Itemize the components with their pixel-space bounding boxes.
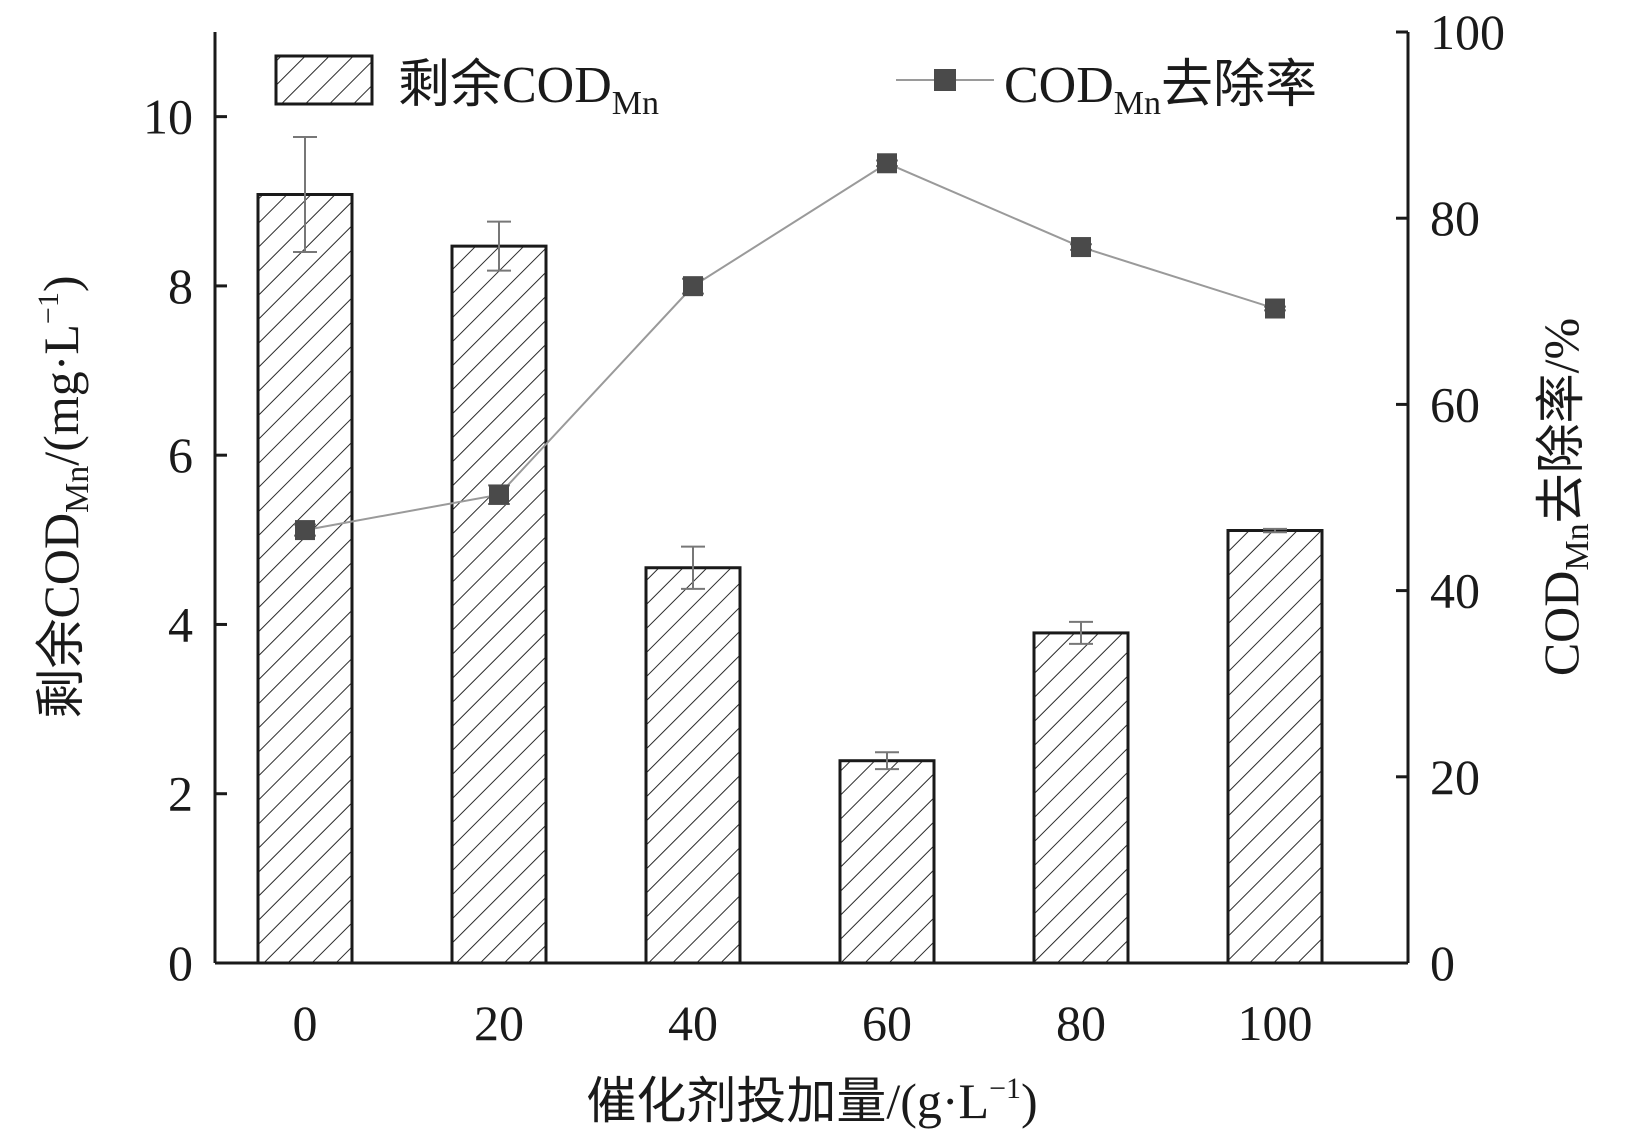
legend-bar-label: 剩余CODMn [398, 57, 659, 122]
y-left-title-mid: /(mg·L [33, 324, 89, 466]
bar [450, 244, 548, 965]
data-point-marker [489, 484, 509, 505]
y-right-title-sub: Mn [1559, 523, 1596, 570]
x-title-sup: −1 [989, 1072, 1021, 1105]
y-right-tick-label: 40 [1430, 563, 1480, 619]
legend-item-bar: 剩余CODMn [274, 54, 659, 122]
x-tick-label: 40 [668, 995, 718, 1051]
x-axis-title: 催化剂投加量/(g·L−1) [586, 1072, 1037, 1129]
y-left-title-sub: Mn [59, 466, 96, 513]
x-title-suffix: ) [1021, 1073, 1038, 1129]
x-title-prefix: 催化剂投加量/(g·L [586, 1073, 989, 1129]
legend-bar-sub: Mn [612, 85, 659, 122]
y-left-tick-label: 10 [143, 89, 193, 145]
y-left-tick-label: 2 [168, 766, 193, 822]
legend-line-suffix: 去除率 [1161, 57, 1317, 114]
data-point-marker [683, 276, 703, 297]
y-right-tick-label: 20 [1430, 749, 1480, 805]
y-right-title-prefix: COD [1533, 571, 1589, 677]
x-tick-label: 80 [1056, 995, 1106, 1051]
bar [1032, 631, 1130, 965]
x-tick-label: 60 [862, 995, 912, 1051]
legend-bar-name: 剩余COD [398, 57, 612, 114]
y-left-title-sup: −1 [32, 292, 65, 324]
legend-line-sub: Mn [1114, 85, 1161, 122]
bar [644, 566, 742, 965]
bars-layer [256, 135, 1324, 965]
data-point-marker [1265, 298, 1285, 319]
y-left-axis-title: 剩余CODMn/(mg·L−1) [32, 275, 96, 718]
legend-line-marker [934, 69, 956, 91]
y-right-axis-title: CODMn去除率/% [1533, 318, 1596, 676]
y-right-ticks: 0 20 40 60 80 100 [1396, 4, 1505, 991]
y-left-tick-label: 8 [168, 258, 193, 314]
y-right-tick-label: 60 [1430, 376, 1480, 432]
line-layer [294, 153, 1286, 541]
x-ticks: 0 20 40 60 80 100 [293, 995, 1313, 1051]
y-right-tick-label: 0 [1430, 935, 1455, 991]
y-left-title-prefix: 剩余COD [33, 513, 89, 719]
legend-bar-swatch [274, 54, 374, 106]
y-right-title-suffix: 去除率/% [1533, 318, 1589, 524]
bar [838, 759, 936, 965]
removal-rate-line [304, 162, 1276, 532]
bar [256, 193, 354, 965]
legend-line-name: COD [1004, 57, 1114, 114]
y-right-tick-label: 80 [1430, 190, 1480, 246]
legend-item-line: CODMn去除率 [896, 57, 1317, 122]
data-point-marker [1071, 237, 1091, 258]
legend-line-label: CODMn去除率 [1004, 57, 1317, 122]
x-tick-label: 0 [293, 995, 318, 1051]
data-point-marker [295, 520, 315, 541]
y-right-tick-label: 100 [1430, 4, 1505, 60]
legend: 剩余CODMn CODMn去除率 [274, 54, 1317, 122]
y-left-ticks: 0 2 4 6 8 10 [143, 89, 227, 991]
plot-area: 0 2 4 6 8 10 0 20 40 60 80 100 0 20 40 60 80 100 [143, 4, 1505, 1051]
y-left-title-suffix: ) [33, 275, 89, 292]
x-tick-label: 100 [1238, 995, 1313, 1051]
y-left-tick-label: 0 [168, 935, 193, 991]
y-left-tick-label: 4 [168, 596, 193, 652]
y-left-tick-label: 6 [168, 427, 193, 483]
x-tick-label: 20 [474, 995, 524, 1051]
bar [1226, 529, 1324, 965]
data-point-marker [877, 153, 897, 174]
